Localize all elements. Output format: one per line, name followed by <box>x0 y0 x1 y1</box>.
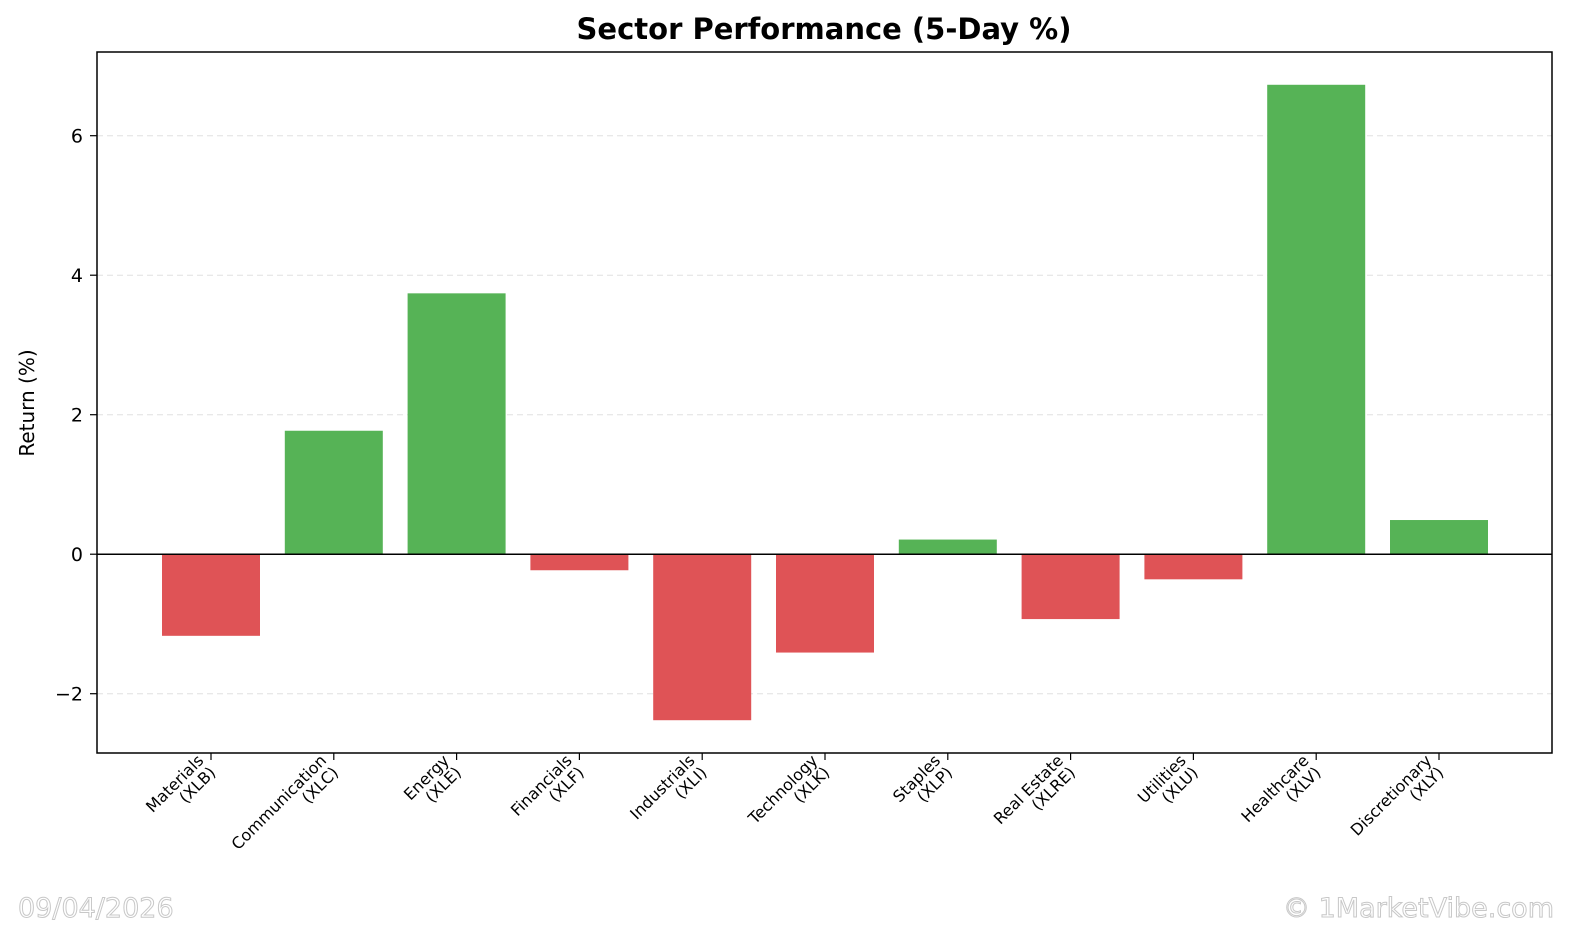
chart-title: Sector Performance (5-Day %) <box>577 12 1072 46</box>
x-tick-label: Utilities(XLU) <box>1134 751 1202 819</box>
x-axis-ticks: Materials(XLB) Communication(XLC) Energy(X… <box>142 751 1448 866</box>
bar <box>898 539 997 555</box>
x-tick-label: Financials(XLF) <box>507 751 588 832</box>
copyright-watermark: © 1MarketVibe.com <box>1283 893 1555 925</box>
y-tick-label: −2 <box>55 684 83 706</box>
bar <box>284 430 383 555</box>
bar <box>1267 84 1366 555</box>
x-tick-label: Communication(XLC) <box>228 751 343 866</box>
bar <box>407 293 506 555</box>
bar <box>653 554 752 721</box>
y-axis-label: Return (%) <box>15 349 39 456</box>
y-tick-label: 4 <box>71 265 83 287</box>
x-tick-label: Energy(XLE) <box>400 751 465 816</box>
bar <box>162 554 260 636</box>
x-tick-label: Technology(XLK) <box>744 751 834 841</box>
bars <box>162 84 1488 721</box>
bar <box>1390 520 1488 555</box>
y-tick-label: 6 <box>71 126 83 148</box>
bar <box>530 554 629 571</box>
x-tick-label: Materials(XLB) <box>142 751 219 828</box>
bar <box>776 554 874 653</box>
y-axis-ticks: −2 0 2 4 6 <box>55 126 97 706</box>
x-tick-label: Healthcare(XLV) <box>1237 751 1324 838</box>
x-tick-label: Industrials(XLI) <box>626 751 710 835</box>
y-tick-label: 2 <box>71 405 83 427</box>
bar <box>1144 554 1243 580</box>
x-tick-label: Real Estate(XLRE) <box>990 751 1079 840</box>
date-watermark: 09/04/2026 <box>18 893 175 925</box>
bar <box>1021 554 1120 620</box>
x-tick-label: Discretionary(XLY) <box>1347 751 1448 852</box>
y-tick-label: 0 <box>71 544 83 566</box>
x-tick-label: Staples(XLP) <box>889 751 956 818</box>
